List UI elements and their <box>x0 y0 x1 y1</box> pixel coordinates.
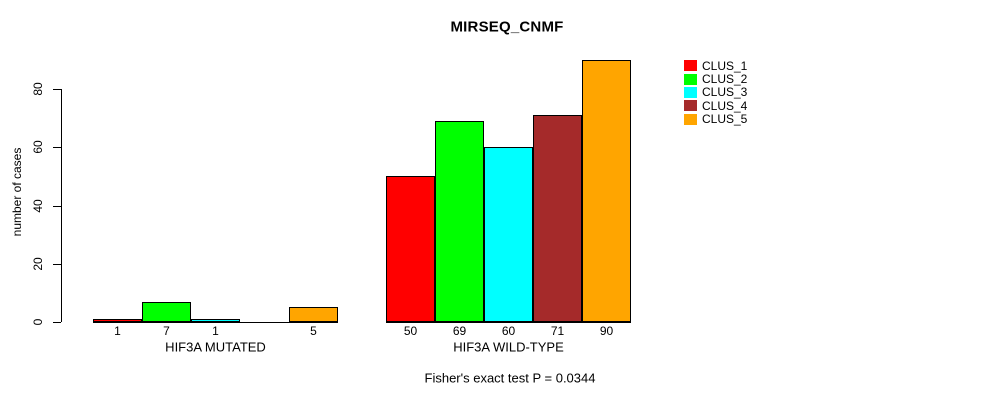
legend-label: CLUS_3 <box>702 85 748 100</box>
bar <box>142 302 191 322</box>
legend-label: CLUS_1 <box>702 58 748 73</box>
legend-label: CLUS_2 <box>702 72 748 87</box>
legend-swatch <box>684 60 697 72</box>
y-tick <box>53 147 61 148</box>
legend-item: CLUS_4 <box>684 99 784 112</box>
bar <box>484 147 533 322</box>
y-tick-label: 0 <box>31 318 45 326</box>
bar <box>386 176 435 322</box>
group-axis-label: HIF3A WILD-TYPE <box>453 339 564 355</box>
bar <box>289 307 338 322</box>
y-tick-label: 60 <box>31 140 45 154</box>
bar-value-label: 5 <box>310 324 317 338</box>
bar-value-label: 1 <box>212 324 219 338</box>
bar <box>582 60 631 322</box>
legend-label: CLUS_5 <box>702 112 748 127</box>
legend-item: CLUS_1 <box>684 59 784 72</box>
group-baseline <box>93 322 338 323</box>
y-axis-title: number of cases <box>10 147 24 237</box>
legend: CLUS_1 CLUS_2 CLUS_3 CLUS_4 CLUS_5 <box>684 59 784 126</box>
legend-swatch <box>684 100 697 112</box>
legend-item: CLUS_5 <box>684 113 784 126</box>
y-tick <box>53 264 61 265</box>
chart-title: MIRSEQ_CNMF <box>450 18 564 36</box>
bar <box>533 115 582 322</box>
legend-item: CLUS_3 <box>684 86 784 99</box>
y-tick <box>53 322 61 323</box>
y-tick-label: 20 <box>31 257 45 271</box>
legend-swatch <box>684 73 697 85</box>
bar <box>191 319 240 322</box>
stat-annotation: Fisher's exact test P = 0.0344 <box>424 370 596 386</box>
bar <box>93 319 142 322</box>
bar-value-label: 1 <box>114 324 121 338</box>
group-baseline <box>386 322 631 323</box>
bar-value-label: 7 <box>163 324 170 338</box>
legend-swatch <box>684 86 697 98</box>
y-axis-line <box>61 89 62 322</box>
y-tick <box>53 89 61 90</box>
y-tick <box>53 206 61 207</box>
y-tick-label: 80 <box>31 82 45 96</box>
bar-value-label: 69 <box>452 324 467 338</box>
bar-value-label: 60 <box>501 324 516 338</box>
bar-value-label: 50 <box>403 324 418 338</box>
bar <box>435 121 484 322</box>
legend-label: CLUS_4 <box>702 98 748 113</box>
legend-item: CLUS_2 <box>684 72 784 85</box>
legend-swatch <box>684 113 697 125</box>
bar-value-label: 90 <box>599 324 614 338</box>
group-axis-label: HIF3A MUTATED <box>165 339 266 355</box>
y-tick-label: 40 <box>31 199 45 213</box>
bar-value-label: 71 <box>550 324 565 338</box>
